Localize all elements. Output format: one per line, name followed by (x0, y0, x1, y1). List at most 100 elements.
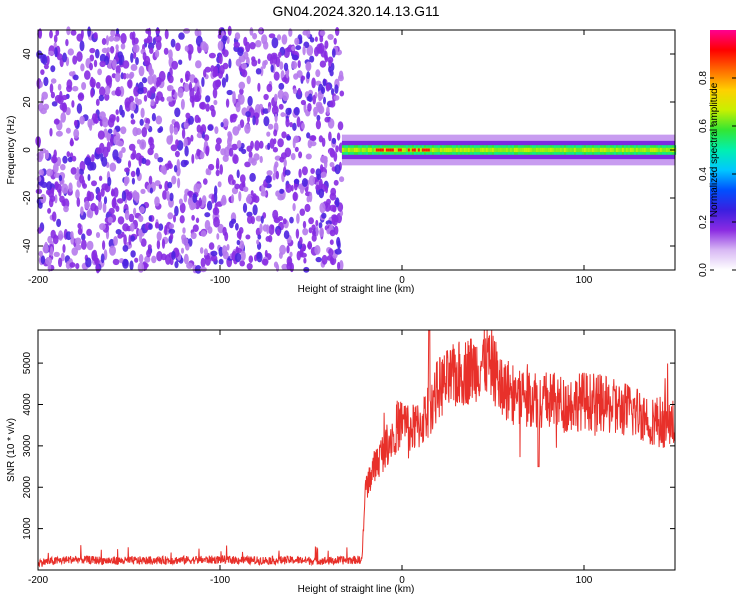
heatmap-cell (84, 200, 90, 210)
heatmap-cell (207, 124, 214, 131)
heatmap-cell (47, 208, 52, 214)
heatmap-cell (315, 219, 319, 227)
heatmap-cell (292, 203, 296, 212)
heatmap-cell (281, 76, 288, 83)
heatmap-cell (89, 62, 93, 71)
heatmap-cell (204, 212, 211, 218)
heatmap-cell (505, 147, 509, 153)
heatmap-cell (315, 184, 320, 191)
heatmap-cell (334, 197, 340, 208)
y-tick-label: 2000 (22, 476, 33, 499)
heatmap-cell (129, 101, 136, 112)
heatmap-cell (659, 147, 663, 153)
heatmap-cell (282, 91, 289, 102)
heatmap-cell (87, 174, 91, 181)
heatmap-cell (329, 69, 334, 77)
heatmap-cell (655, 147, 659, 153)
heatmap-cell (328, 131, 332, 142)
heatmap-cell (147, 75, 154, 85)
heatmap-cell (241, 62, 248, 70)
heatmap-cell (381, 148, 385, 152)
heatmap-cell (125, 73, 130, 79)
heatmap-cell (292, 88, 298, 95)
heatmap-cell (331, 137, 337, 145)
heatmap-cell (208, 242, 215, 250)
heatmap-cell (507, 147, 511, 153)
heatmap-cell (391, 148, 395, 152)
heatmap-cell (251, 56, 256, 62)
heatmap-cell (369, 147, 373, 153)
heatmap-cell (154, 49, 160, 58)
heatmap-cell (301, 122, 305, 130)
colorbar-tick-label: 0.6 (698, 119, 709, 133)
heatmap-cell (107, 216, 113, 223)
y-tick-label: -40 (22, 238, 33, 253)
heatmap-cell (211, 194, 215, 204)
heatmap-cell (95, 81, 101, 89)
heatmap-cell (461, 147, 465, 153)
heatmap-cell (191, 153, 195, 164)
heatmap-cell (50, 91, 56, 99)
heatmap-cell (113, 129, 117, 135)
heatmap-cell (601, 147, 605, 153)
heatmap-cell (589, 147, 593, 153)
heatmap-cell (237, 124, 242, 131)
heatmap-cell (497, 147, 501, 153)
heatmap-cell (665, 147, 669, 153)
heatmap-cell (290, 184, 294, 192)
heatmap-cell (326, 255, 333, 261)
heatmap-cell (249, 42, 256, 50)
heatmap-cell (76, 197, 81, 207)
heatmap-cell (437, 147, 441, 153)
heatmap-cell (220, 122, 224, 128)
heatmap-cell (661, 147, 665, 153)
heatmap-cell (116, 115, 120, 123)
colorbar-tick-label: 0.0 (698, 263, 709, 277)
heatmap-cell (174, 205, 179, 217)
heatmap-cell (60, 112, 66, 123)
heatmap-cell (259, 223, 263, 233)
heatmap-cell (272, 173, 276, 181)
heatmap-cell (569, 147, 573, 153)
heatmap-cell (289, 122, 293, 128)
heatmap-cell (194, 28, 200, 37)
heatmap-cell (180, 98, 185, 110)
heatmap-cell (291, 60, 298, 70)
heatmap-cell (199, 151, 205, 160)
heatmap-cell (200, 230, 207, 237)
heatmap-cell (218, 53, 223, 65)
heatmap-cell (241, 148, 247, 155)
heatmap-cell (170, 144, 178, 152)
heatmap-cell (166, 96, 173, 102)
heatmap-cell (122, 259, 129, 269)
heatmap-cell (115, 205, 120, 212)
heatmap-cell (84, 70, 91, 80)
heatmap-cell (195, 60, 202, 69)
heatmap-cell (108, 207, 115, 215)
heatmap-cell (112, 58, 117, 70)
heatmap-cell (73, 119, 78, 127)
heatmap-cell (285, 117, 290, 128)
top-x-axis-label: Height of straight line (km) (298, 284, 415, 295)
heatmap-cell (533, 147, 537, 153)
heatmap-cell (329, 100, 336, 108)
heatmap-cell (207, 169, 212, 176)
heatmap-cell (185, 242, 190, 251)
heatmap-cell (306, 196, 311, 203)
heatmap-cell (130, 250, 136, 258)
heatmap-cell (169, 123, 174, 135)
heatmap-cell (643, 147, 647, 153)
heatmap-cell (220, 148, 227, 156)
heatmap-cell (353, 147, 357, 153)
heatmap-cell (144, 255, 151, 263)
heatmap-cell (311, 77, 316, 89)
heatmap-cell (214, 126, 219, 134)
heatmap-cell (265, 175, 272, 184)
heatmap-cell (167, 212, 174, 220)
heatmap-cell (109, 245, 116, 256)
heatmap-cell (191, 96, 195, 108)
heatmap-cell (160, 96, 165, 102)
heatmap-cell (322, 78, 327, 87)
heatmap-cell (137, 262, 145, 273)
heatmap-cell (61, 102, 68, 113)
